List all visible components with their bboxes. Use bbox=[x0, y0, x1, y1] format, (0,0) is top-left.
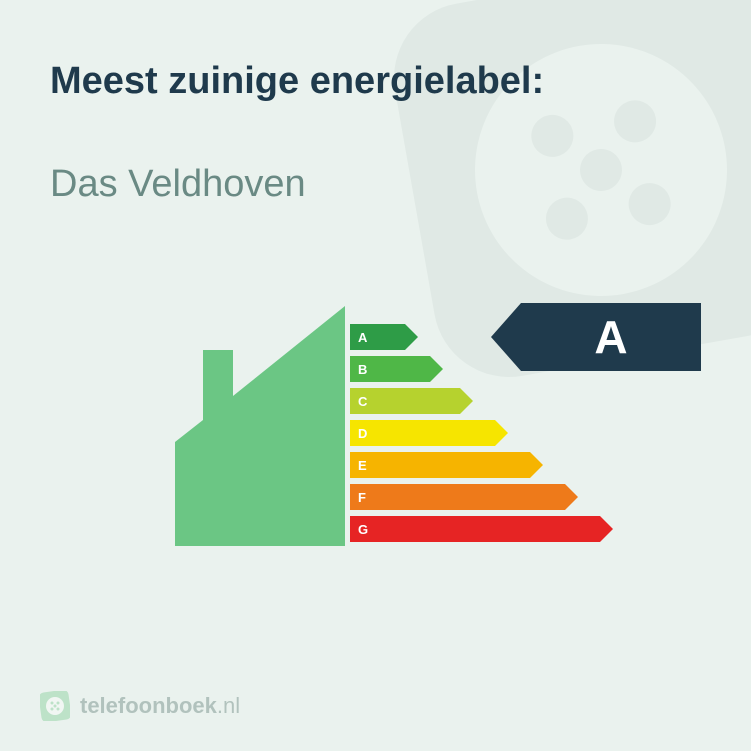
bar-arrow-icon bbox=[565, 484, 578, 510]
bar-label: C bbox=[350, 388, 460, 414]
bar-label: D bbox=[350, 420, 495, 446]
footer-logo-icon bbox=[40, 691, 70, 721]
location-name: Das Veldhoven bbox=[50, 163, 701, 206]
rating-pointer: A bbox=[491, 303, 701, 371]
energy-bar-c: C bbox=[350, 388, 613, 414]
energy-bar-g: G bbox=[350, 516, 613, 542]
pointer-arrow-icon bbox=[491, 303, 521, 371]
bar-arrow-icon bbox=[460, 388, 473, 414]
bar-label: A bbox=[350, 324, 405, 350]
energy-bar-f: F bbox=[350, 484, 613, 510]
energy-bar-d: D bbox=[350, 420, 613, 446]
bar-arrow-icon bbox=[600, 516, 613, 542]
energy-label-chart: ABCDEFG A bbox=[50, 286, 701, 546]
energy-bar-e: E bbox=[350, 452, 613, 478]
bar-arrow-icon bbox=[530, 452, 543, 478]
rating-value: A bbox=[521, 303, 701, 371]
footer-brand-tld: .nl bbox=[217, 693, 240, 718]
content-area: Meest zuinige energielabel: Das Veldhove… bbox=[0, 0, 751, 546]
bar-arrow-icon bbox=[495, 420, 508, 446]
bar-arrow-icon bbox=[430, 356, 443, 382]
page-title: Meest zuinige energielabel: bbox=[50, 60, 701, 103]
bar-label: G bbox=[350, 516, 600, 542]
footer-text: telefoonboek.nl bbox=[80, 693, 240, 719]
bar-label: F bbox=[350, 484, 565, 510]
house-icon bbox=[175, 306, 345, 546]
bar-label: B bbox=[350, 356, 430, 382]
footer-brand-name: telefoonboek bbox=[80, 693, 217, 718]
bar-label: E bbox=[350, 452, 530, 478]
footer-brand: telefoonboek.nl bbox=[40, 691, 240, 721]
bar-arrow-icon bbox=[405, 324, 418, 350]
